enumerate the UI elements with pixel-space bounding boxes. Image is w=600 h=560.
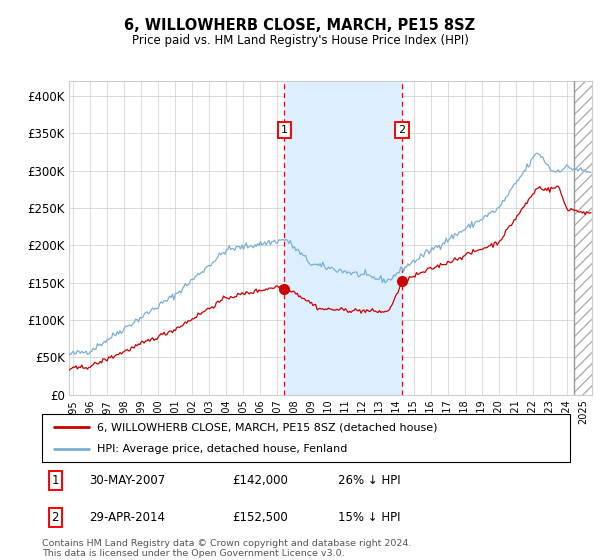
Text: 6, WILLOWHERB CLOSE, MARCH, PE15 8SZ: 6, WILLOWHERB CLOSE, MARCH, PE15 8SZ [124,18,476,34]
Text: 6, WILLOWHERB CLOSE, MARCH, PE15 8SZ (detached house): 6, WILLOWHERB CLOSE, MARCH, PE15 8SZ (de… [97,422,438,432]
Bar [284,81,402,395]
Text: Contains HM Land Registry data © Crown copyright and database right 2024.
This d: Contains HM Land Registry data © Crown c… [42,539,412,558]
Text: HPI: Average price, detached house, Fenland: HPI: Average price, detached house, Fenl… [97,444,348,454]
Text: £142,000: £142,000 [232,474,288,487]
Text: 1: 1 [52,474,59,487]
Text: 29-APR-2014: 29-APR-2014 [89,511,166,524]
Text: 2: 2 [52,511,59,524]
Bar [574,81,592,395]
Text: £152,500: £152,500 [232,511,288,524]
Text: 26% ↓ HPI: 26% ↓ HPI [338,474,400,487]
Text: 1: 1 [281,125,288,135]
Text: 2: 2 [398,125,406,135]
Text: 15% ↓ HPI: 15% ↓ HPI [338,511,400,524]
Bar [574,81,592,395]
Text: 30-MAY-2007: 30-MAY-2007 [89,474,166,487]
Text: Price paid vs. HM Land Registry's House Price Index (HPI): Price paid vs. HM Land Registry's House … [131,34,469,46]
